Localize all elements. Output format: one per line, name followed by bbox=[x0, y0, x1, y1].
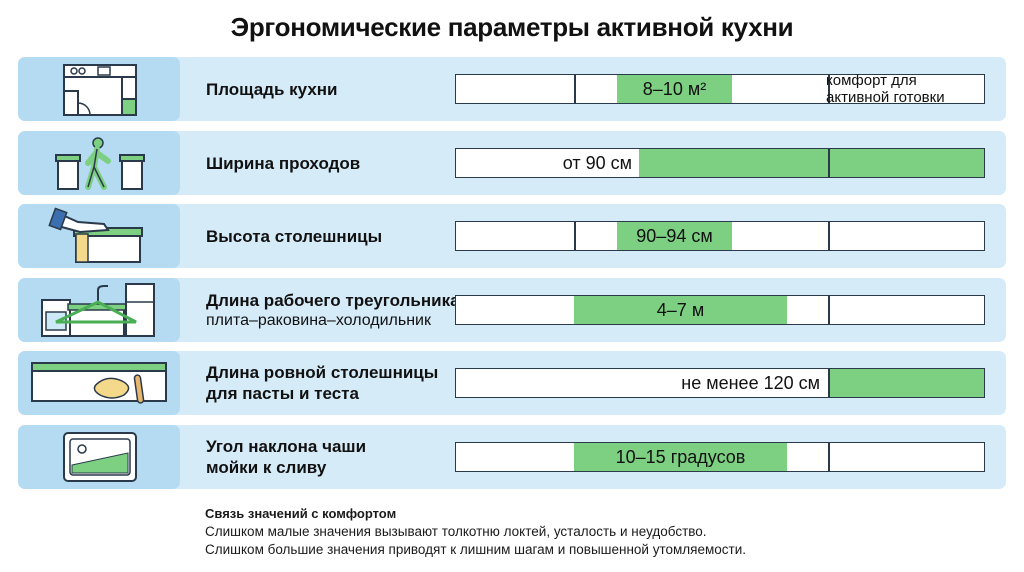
range-value: 10–15 градусов bbox=[615, 446, 746, 467]
walking-person-icon bbox=[18, 131, 180, 195]
range-bar: не менее 120 см bbox=[455, 368, 985, 398]
range-bar: 10–15 градусов bbox=[455, 442, 985, 472]
comfort-note: комфорт для активной готовки bbox=[826, 72, 945, 106]
footer-line: Слишком малые значения вызывают толкотню… bbox=[205, 524, 707, 539]
row-label: Длина ровной столешницы для пасты и тест… bbox=[206, 363, 439, 403]
kitchen-plan-icon bbox=[18, 57, 180, 121]
footer-explanation: Связь значений с комфортом Слишком малые… bbox=[205, 505, 746, 559]
row-countertop-height: Высота столешницы 90–94 см bbox=[18, 204, 1006, 268]
range-value: не менее 120 см bbox=[681, 372, 820, 393]
range-bar: 90–94 см bbox=[455, 221, 985, 251]
range-bar: 8–10 м² bbox=[455, 74, 985, 104]
row-label: Длина рабочего треугольника плита–ракови… bbox=[206, 290, 460, 329]
row-work-triangle: Длина рабочего треугольника плита–ракови… bbox=[18, 278, 1006, 342]
row-label: Высота столешницы bbox=[206, 226, 383, 246]
row-sink-slope: Угол наклона чаши мойки к сливу 10–15 гр… bbox=[18, 425, 1006, 489]
hand-countertop-icon bbox=[18, 204, 180, 268]
row-label: Ширина проходов bbox=[206, 153, 361, 173]
range-bar: 4–7 м bbox=[455, 295, 985, 325]
range-value: 90–94 см bbox=[636, 225, 713, 246]
range-value: 4–7 м bbox=[656, 299, 705, 320]
row-label: Площадь кухни bbox=[206, 79, 338, 99]
range-value: от 90 см bbox=[562, 152, 632, 173]
row-passage-width: Ширина проходов от 90 см bbox=[18, 131, 1006, 195]
range-value: 8–10 м² bbox=[642, 78, 707, 99]
range-bar: от 90 см bbox=[455, 148, 985, 178]
footer-heading: Связь значений с комфортом bbox=[205, 506, 397, 521]
work-triangle-icon bbox=[18, 278, 180, 342]
row-flat-countertop: Длина ровной столешницы для пасты и тест… bbox=[18, 351, 1006, 415]
footer-line: Слишком большие значения приводят к лишн… bbox=[205, 542, 747, 557]
row-label: Угол наклона чаши мойки к сливу bbox=[206, 437, 367, 477]
dough-countertop-icon bbox=[18, 351, 180, 415]
row-kitchen-area: Площадь кухни 8–10 м² bbox=[18, 57, 1006, 121]
page-title: Эргономические параметры активной кухни bbox=[230, 12, 794, 42]
sink-slope-icon bbox=[18, 425, 180, 489]
